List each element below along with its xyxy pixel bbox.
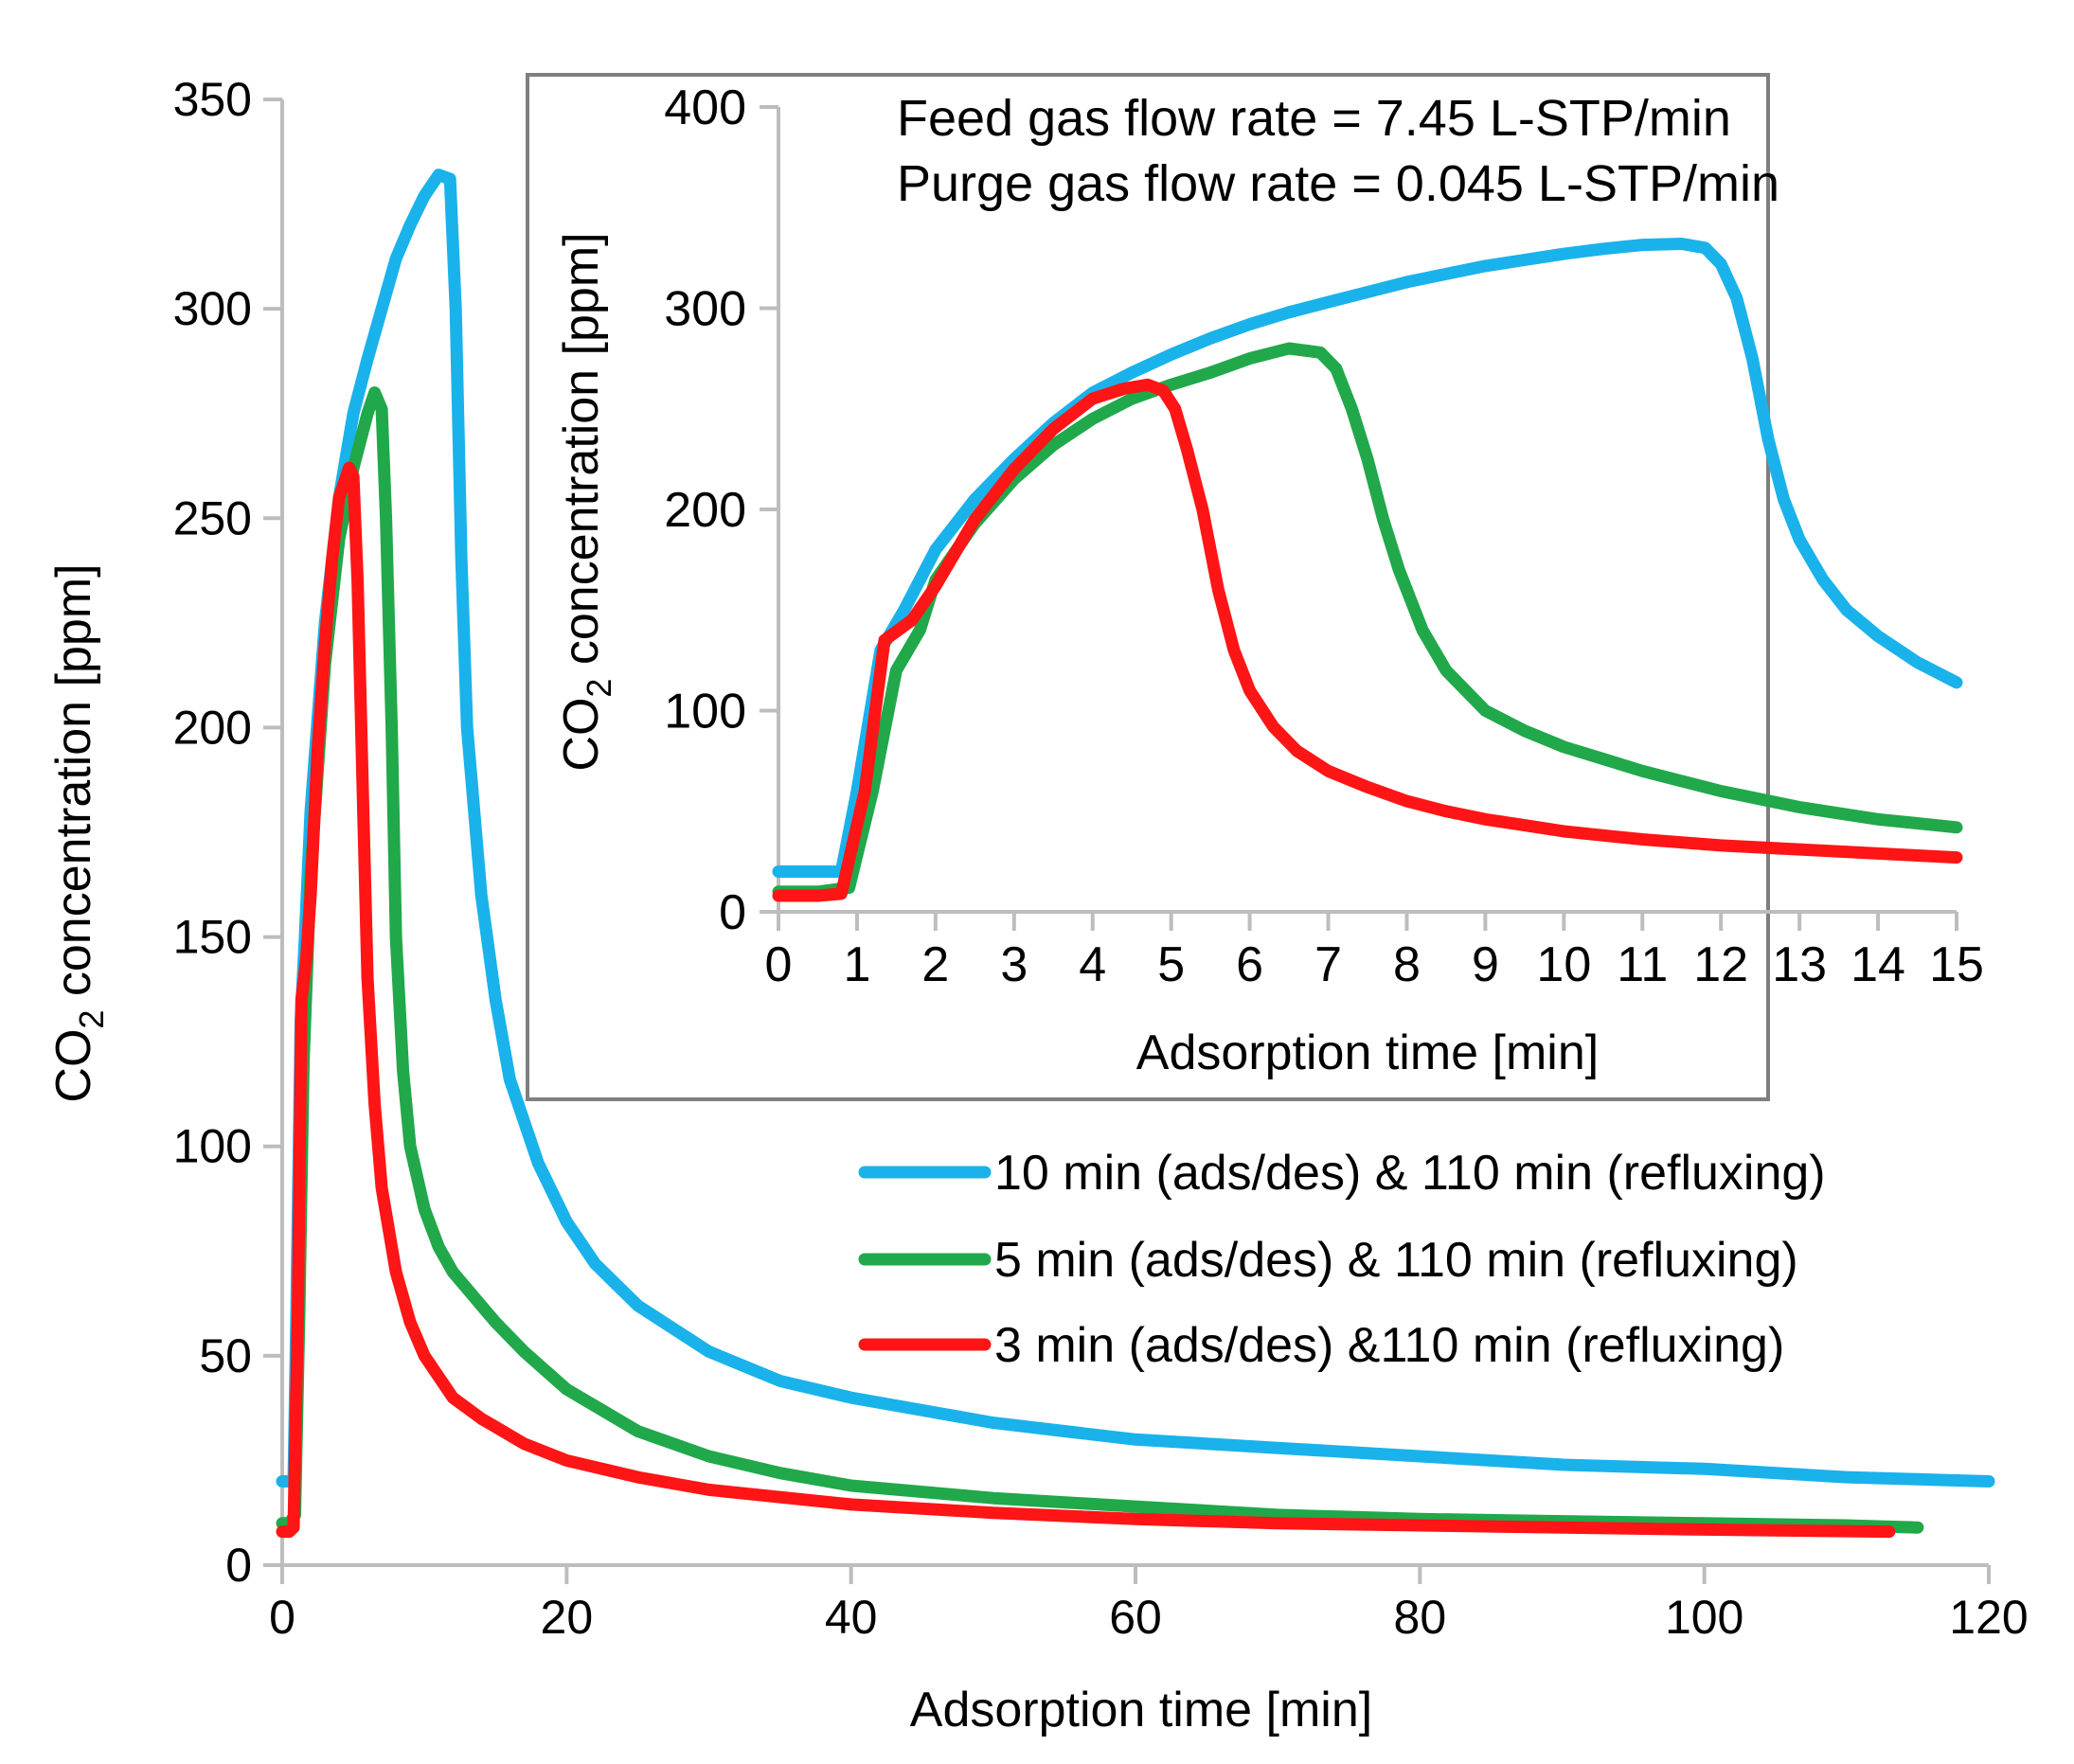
inset-x-tick-label: 12 [1693, 937, 1748, 992]
legend-label-3min: 3 min (ads/des) &110 min (refluxing) [994, 1318, 1784, 1373]
inset-series-line-3min [772, 378, 1963, 902]
inset-x-tick-label: 1 [843, 937, 870, 992]
inset-x-tick-label: 5 [1157, 937, 1185, 992]
legend-entry-10min: 10 min (ads/des) & 110 min (refluxing) [858, 1146, 1826, 1201]
inset-y-axis-title-rest: concentration [ppm] [554, 232, 609, 678]
main-y-tick-label: 50 [199, 1329, 252, 1382]
inset-y-tick-label: 300 [664, 282, 746, 337]
main-y-tick-label: 350 [173, 73, 252, 126]
main-x-tick-label: 20 [541, 1591, 594, 1644]
inset-x-tick-label: 15 [1929, 937, 1984, 992]
main-y-tick-label: 0 [225, 1539, 252, 1592]
legend: 10 min (ads/des) & 110 min (refluxing) 5… [858, 1146, 1826, 1373]
main-y-axis-title-subscript: 2 [72, 1010, 111, 1029]
legend-entry-3min: 3 min (ads/des) &110 min (refluxing) [858, 1318, 1784, 1373]
inset-annotation-feed: Feed gas flow rate = 7.45 L-STP/min [897, 90, 1731, 147]
inset-x-tick-label: 2 [921, 937, 949, 992]
main-x-tick-label: 100 [1665, 1591, 1743, 1644]
main-x-tick-label: 80 [1394, 1591, 1447, 1644]
inset-y-axis-title: CO2 concentration [ppm] [554, 232, 618, 771]
inset-x-tick-label: 8 [1393, 937, 1421, 992]
inset-y-axis-title-co: CO [554, 698, 609, 772]
main-y-tick-label: 300 [173, 282, 252, 335]
main-series-group [276, 169, 1995, 1539]
inset-y-tick-label: 100 [664, 685, 746, 739]
legend-label-5min: 5 min (ads/des) & 110 min (refluxing) [994, 1233, 1798, 1288]
inset-y-ticks: 0 100 200 300 400 [664, 80, 778, 940]
main-series-line-3min [276, 461, 1896, 1539]
inset-y-tick-label: 400 [664, 80, 746, 135]
inset-x-ticks: 0 1 2 3 4 5 6 7 8 9 10 11 12 13 14 15 [765, 912, 1984, 992]
inset-x-tick-label: 0 [765, 937, 793, 992]
main-x-tick-label: 120 [1949, 1591, 2028, 1644]
inset-frame [526, 73, 1770, 1101]
legend-label-10min: 10 min (ads/des) & 110 min (refluxing) [994, 1146, 1826, 1201]
inset-x-tick-label: 11 [1617, 937, 1668, 992]
inset-x-tick-label: 4 [1079, 937, 1106, 992]
inset-annotation-purge: Purge gas flow rate = 0.045 L-STP/min [897, 155, 1779, 212]
main-x-tick-label: 60 [1109, 1591, 1162, 1644]
main-y-axis-title: CO2 concentration [ppm] [46, 563, 111, 1102]
main-y-tick-label: 100 [173, 1120, 252, 1173]
inset-y-axis-title-subscript: 2 [580, 679, 618, 698]
inset-x-tick-label: 6 [1236, 937, 1263, 992]
inset-x-tick-label: 14 [1851, 937, 1905, 992]
main-x-tick-label: 0 [269, 1591, 295, 1644]
inset-x-tick-label: 9 [1472, 937, 1499, 992]
inset-x-tick-label: 3 [1000, 937, 1028, 992]
main-y-ticks: 0 50 100 150 200 250 300 350 [173, 73, 282, 1592]
inset-series-group [772, 238, 1963, 902]
inset-x-tick-label: 10 [1536, 937, 1591, 992]
inset-x-tick-label: 7 [1314, 937, 1342, 992]
inset-x-tick-label: 13 [1772, 937, 1827, 992]
main-x-ticks: 0 20 40 60 80 100 120 [269, 1565, 2029, 1644]
inset-y-tick-label: 0 [719, 885, 746, 940]
main-x-tick-label: 40 [825, 1591, 878, 1644]
main-y-tick-label: 150 [173, 911, 252, 964]
inset-series-line-10min [772, 238, 1963, 878]
main-y-axis-title-co: CO [46, 1029, 101, 1103]
main-y-axis-title-rest: concentration [ppm] [46, 563, 101, 1009]
main-x-axis-title: Adsorption time [min] [910, 1683, 1372, 1737]
inset-y-tick-label: 200 [664, 483, 746, 538]
main-y-tick-label: 250 [173, 491, 252, 544]
legend-entry-5min: 5 min (ads/des) & 110 min (refluxing) [858, 1233, 1798, 1288]
main-y-tick-label: 200 [173, 701, 252, 754]
inset-x-axis-title: Adsorption time [min] [1136, 1025, 1599, 1080]
